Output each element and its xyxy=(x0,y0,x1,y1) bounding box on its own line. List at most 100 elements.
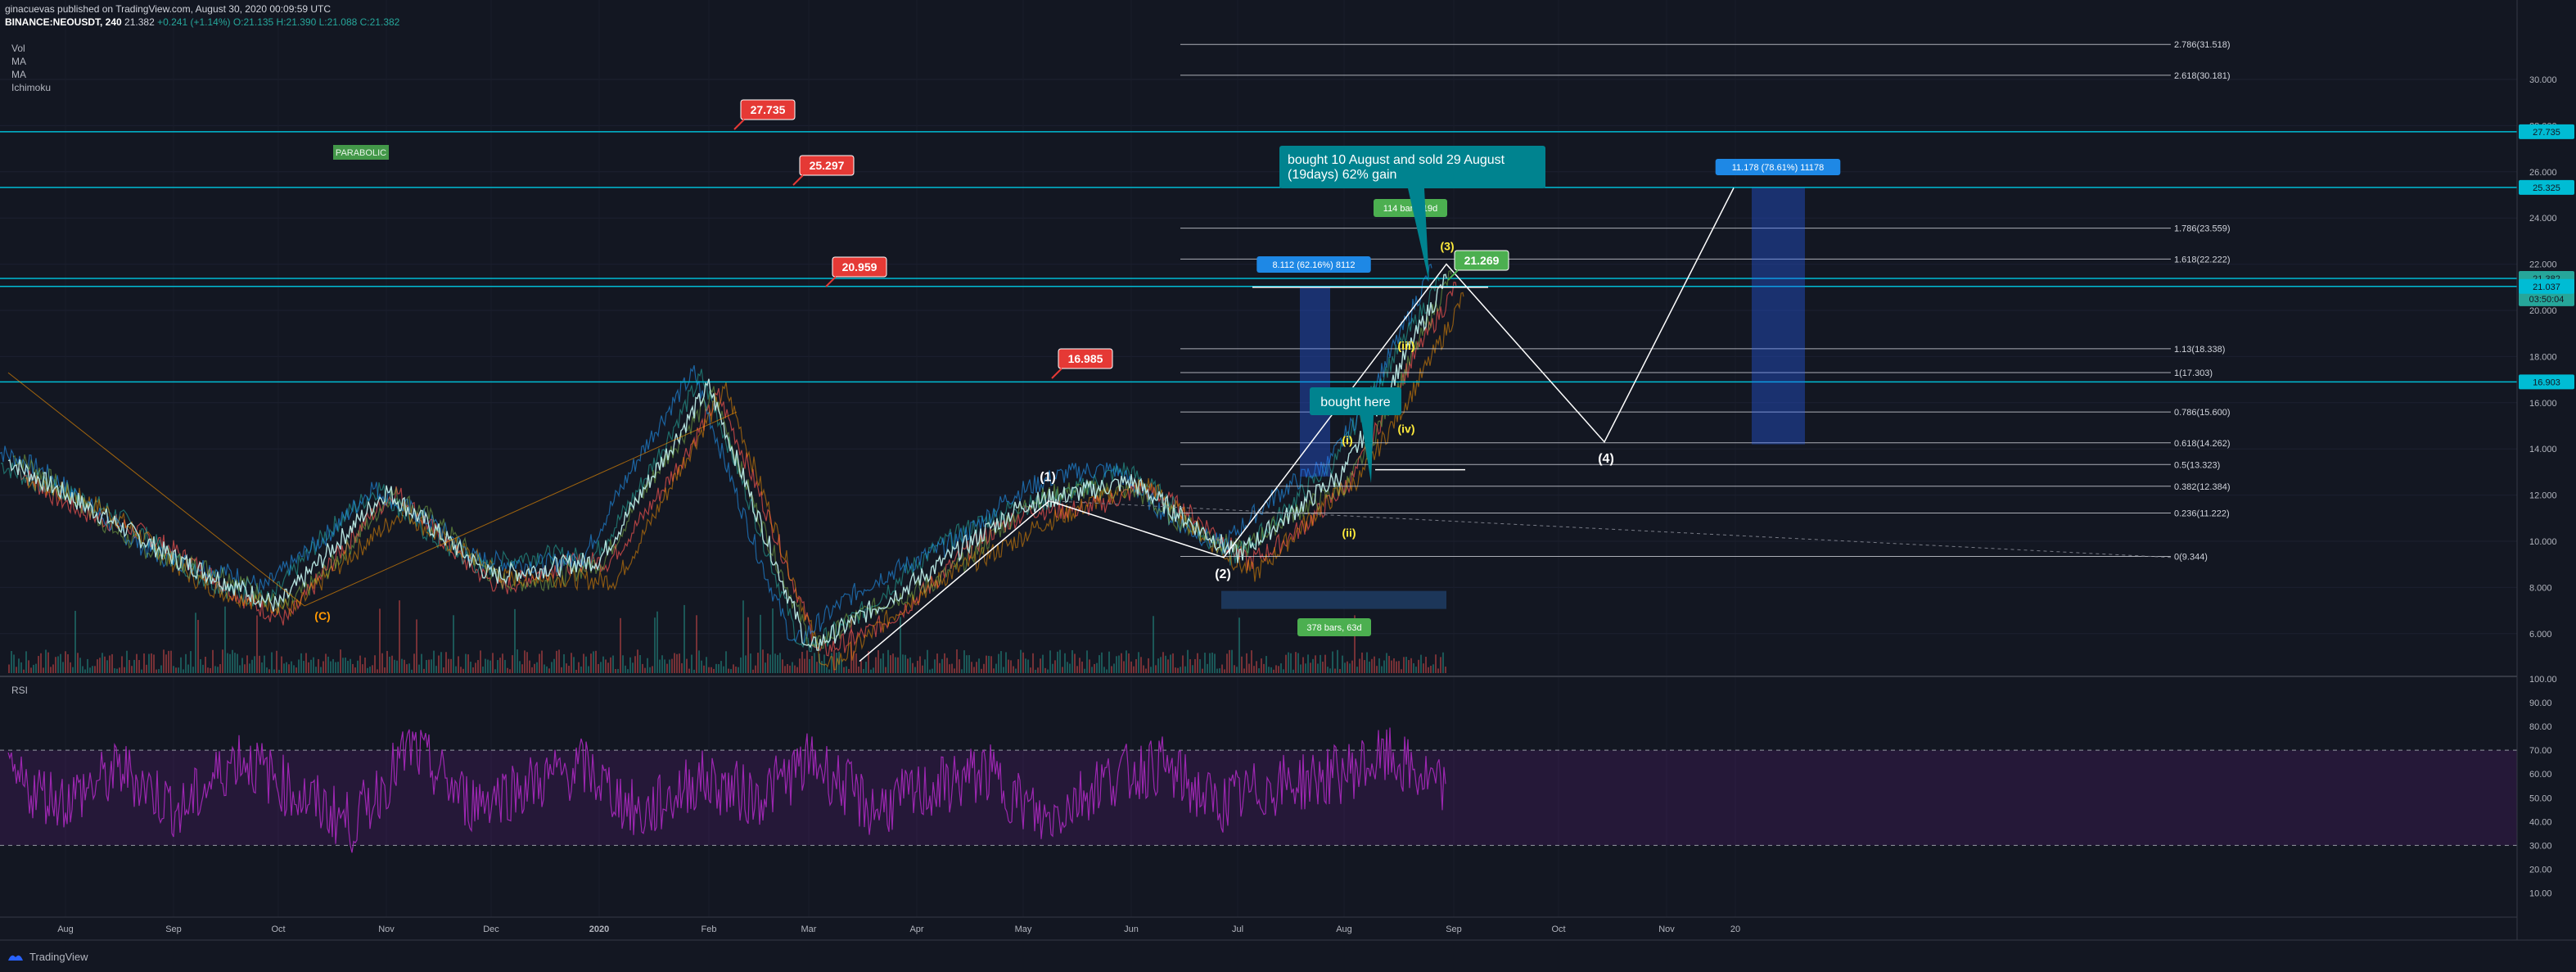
fib-level-label: 1.618(22.222) xyxy=(2174,255,2231,264)
volume-bar xyxy=(168,650,169,673)
volume-bar xyxy=(892,653,894,673)
volume-bar xyxy=(158,669,160,673)
volume-bar xyxy=(733,664,734,673)
volume-bar xyxy=(1017,659,1019,673)
price-tick-label: 26.000 xyxy=(2529,168,2557,178)
volume-bar xyxy=(850,617,852,673)
volume-bar xyxy=(210,667,211,673)
volume-bar xyxy=(359,655,361,673)
price-series xyxy=(7,274,1447,651)
volume-bar xyxy=(1320,654,1321,673)
volume-bar xyxy=(43,667,44,673)
volume-bar xyxy=(416,619,417,673)
volume-bar xyxy=(1391,660,1392,673)
volume-bar xyxy=(1022,652,1024,673)
volume-bar xyxy=(259,655,260,673)
volume-bar xyxy=(323,661,324,673)
volume-bar xyxy=(757,653,759,673)
volume-bar xyxy=(131,666,133,673)
volume-bar xyxy=(789,665,791,673)
indicator-ichimoku[interactable]: Ichimoku xyxy=(11,82,52,93)
measure-box xyxy=(1300,286,1330,477)
volume-bar xyxy=(1074,653,1076,673)
volume-bar xyxy=(494,669,496,673)
volume-bar xyxy=(50,667,52,673)
volume-bar xyxy=(119,667,120,673)
volume-bar xyxy=(337,662,339,673)
volume-bar xyxy=(1207,663,1208,673)
volume-bar xyxy=(389,656,390,673)
volume-bar xyxy=(656,611,658,673)
volume-bar xyxy=(1133,666,1135,673)
price-label-text: 16.985 xyxy=(1068,352,1103,365)
volume-bar xyxy=(521,664,523,673)
volume-bar xyxy=(745,655,747,673)
volume-bar xyxy=(217,667,219,673)
symbol[interactable]: BINANCE:NEOUSDT, 240 xyxy=(5,16,122,28)
volume-bar xyxy=(779,653,781,673)
volume-bar xyxy=(598,663,599,673)
volume-bar xyxy=(1145,668,1147,673)
volume-bar xyxy=(887,649,889,673)
volume-bar xyxy=(620,617,621,673)
volume-bar xyxy=(94,666,96,673)
rsi-tick-label: 100.00 xyxy=(2529,675,2557,685)
volume-bar xyxy=(578,662,580,673)
volume-bar xyxy=(691,654,692,673)
fib-level-label: 0.786(15.600) xyxy=(2174,408,2231,418)
volume-bar xyxy=(1209,653,1211,673)
volume-bar xyxy=(369,667,371,673)
volume-bar xyxy=(1243,668,1245,673)
indicator-ma-1[interactable]: MA xyxy=(11,56,26,67)
volume-bar xyxy=(1214,653,1216,673)
volume-bar xyxy=(519,661,521,673)
volume-bar xyxy=(47,652,49,673)
volume-bar xyxy=(755,665,756,673)
fib-level-label: 0.236(11.222) xyxy=(2174,509,2230,519)
volume-bar xyxy=(752,669,754,673)
volume-bar xyxy=(585,656,587,673)
volume-bar xyxy=(909,657,911,673)
volume-bar xyxy=(1177,667,1179,673)
publisher-line: ginacuevas published on TradingView.com,… xyxy=(5,3,332,15)
volume-bar xyxy=(1386,653,1387,673)
volume-bar xyxy=(1113,663,1115,673)
volume-bar xyxy=(1128,653,1130,673)
volume-bar xyxy=(318,658,319,673)
volume-bar xyxy=(681,662,683,673)
volume-bar xyxy=(625,665,626,673)
volume-bar xyxy=(1032,653,1034,673)
volume-bar xyxy=(1251,650,1252,673)
volume-bar xyxy=(848,668,850,673)
volume-bar xyxy=(1116,656,1117,673)
volume-bar xyxy=(1241,656,1243,673)
volume-bar xyxy=(703,665,705,673)
volume-bar xyxy=(696,615,697,673)
indicator-vol[interactable]: Vol xyxy=(11,43,25,54)
volume-bar xyxy=(480,650,481,673)
volume-bar xyxy=(654,617,656,673)
tradingview-footer[interactable]: TradingView xyxy=(7,951,88,963)
volume-bar xyxy=(45,649,47,673)
volume-bar xyxy=(644,667,646,673)
parabolic-tag xyxy=(333,145,389,160)
volume-bar xyxy=(70,662,71,673)
volume-bar xyxy=(686,658,688,673)
corrective-line xyxy=(304,411,738,607)
indicator-ma-2[interactable]: MA xyxy=(11,69,26,80)
fib-level-label: 1.13(18.338) xyxy=(2174,345,2225,355)
volume-bar xyxy=(875,657,877,673)
volume-bar xyxy=(1086,650,1088,673)
volume-bar xyxy=(919,656,921,673)
volume-bar xyxy=(146,664,147,673)
volume-bar xyxy=(828,669,830,673)
volume-bar xyxy=(133,659,135,673)
volume-bar xyxy=(1081,661,1083,673)
volume-bar xyxy=(762,649,764,673)
rsi-pane-title[interactable]: RSI xyxy=(11,685,29,696)
volume-bar xyxy=(1108,651,1110,673)
volume-bar xyxy=(185,653,187,673)
volume-bar xyxy=(1329,668,1331,673)
volume-bar xyxy=(941,658,943,673)
